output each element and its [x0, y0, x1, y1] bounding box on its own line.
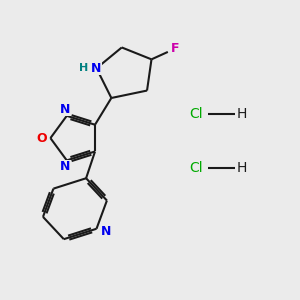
Text: Cl: Cl [189, 161, 203, 175]
Text: O: O [36, 132, 47, 145]
Text: N: N [60, 160, 70, 173]
Text: N: N [60, 103, 70, 116]
Text: H: H [237, 107, 247, 121]
Text: Cl: Cl [189, 107, 203, 121]
Text: H: H [237, 161, 247, 175]
Text: N: N [91, 62, 102, 75]
Text: H: H [80, 63, 88, 73]
Text: F: F [170, 42, 179, 56]
Text: N: N [101, 225, 111, 238]
